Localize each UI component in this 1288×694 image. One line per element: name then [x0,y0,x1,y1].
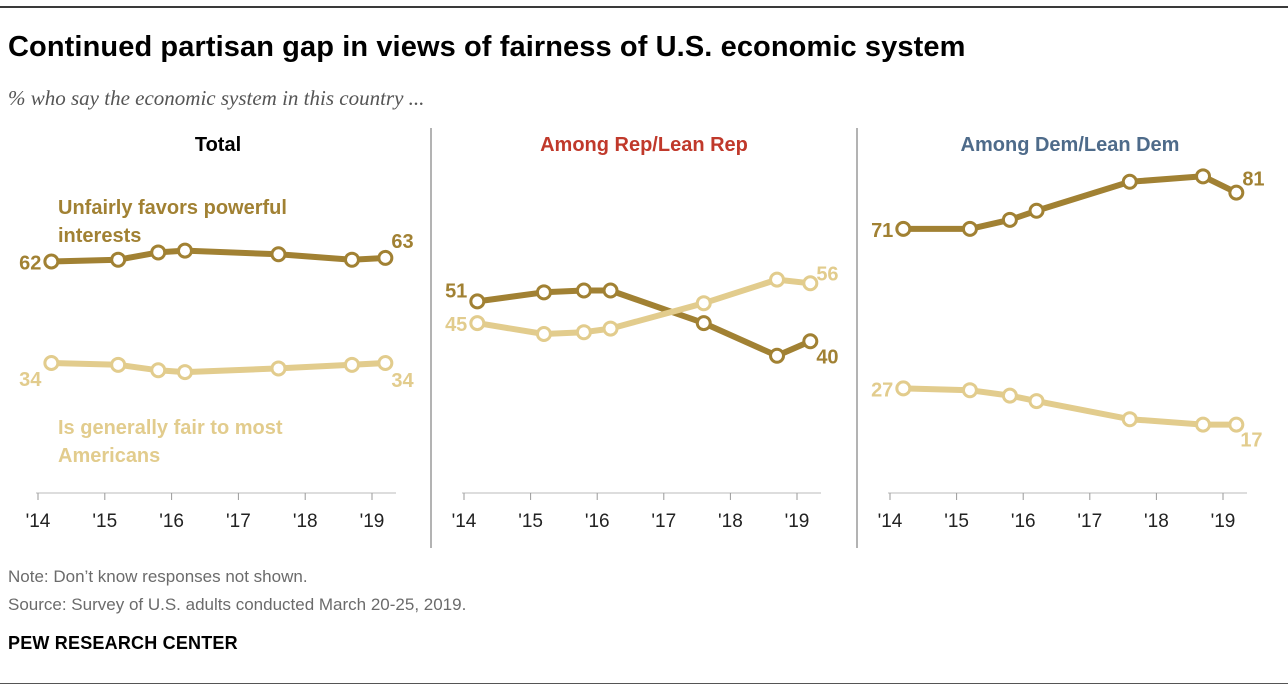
unfair-data-point [769,347,786,364]
x-tick-label: '19 [785,511,810,532]
fair-data-point [1028,393,1045,410]
fair-data-point [535,326,552,342]
bottom-rule [0,683,1288,684]
unfair-data-point [1228,184,1245,201]
fair-data-point [43,355,60,371]
fair-data-point [1121,411,1138,428]
unfair-end-label: 63 [391,231,413,253]
small-multiples-chart: Total '14 '15 '16 '17 '18 '19 62 63 34 34 Among Rep… [19,128,1265,548]
fair-data-point [802,275,819,292]
unfair-data-point [270,246,287,263]
unfair-data-point [602,282,619,299]
unfair-end-label: 81 [1242,169,1264,191]
x-tick-label: '14 [26,511,51,532]
fair-start-label: 45 [445,314,467,336]
x-tick-label: '15 [944,511,969,532]
x-tick-label: '17 [226,511,251,532]
fair-end-label: 34 [391,370,414,392]
unfair-series-label: Unfairly favors powerful [58,197,287,219]
panel-title: Among Rep/Lean Rep [540,134,748,156]
unfair-data-point [110,251,127,268]
unfair-data-point [343,251,360,268]
panel-title: Total [195,134,241,156]
unfair-data-point [1195,168,1212,185]
unfair-data-point [377,249,394,266]
x-tick-label: '15 [92,511,117,532]
fair-series-line [474,276,814,337]
top-rule [0,6,1288,8]
x-tick-label: '18 [718,511,743,532]
x-tick-label: '17 [1077,511,1102,532]
fair-data-point [176,364,193,381]
fair-data-point [1228,416,1245,433]
x-tick-label: '16 [585,511,610,532]
fair-data-point [695,295,712,312]
x-tick-label: '18 [1144,511,1169,532]
fair-data-point [961,382,978,399]
fair-data-point [602,320,619,337]
x-tick-label: '14 [452,511,477,532]
unfair-data-point [961,220,978,237]
fair-series-line [900,385,1240,428]
unfair-series-label: interests [58,225,141,247]
fair-end-label: 17 [1240,430,1262,452]
x-tick-label: '16 [1011,511,1036,532]
fair-start-label: 27 [871,379,893,401]
chart-title: Continued partisan gap in views of fairn… [8,31,966,63]
fair-end-label: 56 [816,263,838,285]
unfair-data-point [1001,211,1018,228]
x-tick-label: '15 [518,511,543,532]
unfair-data-point [176,242,193,259]
unfair-data-point [469,293,486,310]
fair-data-point [469,315,486,332]
unfair-data-point [150,244,167,261]
fair-series-label: Americans [58,445,160,467]
x-tick-label: '19 [360,511,385,532]
fair-data-point [769,271,786,288]
unfair-data-point [43,253,60,270]
fair-data-point [575,324,592,341]
fair-data-point [377,355,394,371]
unfair-data-point [535,284,552,301]
x-tick-label: '16 [159,511,184,532]
fair-data-point [895,380,912,397]
chart-note: Note: Don’t know responses not shown. [8,567,308,586]
unfair-data-point [895,220,912,237]
unfair-data-point [802,333,819,350]
chart-source: Source: Survey of U.S. adults conducted … [8,595,467,614]
fair-series-label: Is generally fair to most [58,417,283,439]
fair-start-label: 34 [19,369,42,391]
x-tick-label: '17 [651,511,676,532]
fair-series-line [48,360,389,376]
fair-data-point [1001,387,1018,404]
unfair-end-label: 40 [816,346,838,368]
panel-title: Among Dem/Lean Dem [961,134,1180,156]
unfair-series-line [48,247,389,265]
chart-subtitle: % who say the economic system in this co… [8,86,425,110]
unfair-start-label: 71 [871,220,893,242]
x-tick-label: '14 [878,511,903,532]
unfair-data-point [695,315,712,332]
x-tick-label: '19 [1211,511,1236,532]
x-tick-label: '18 [293,511,318,532]
fair-data-point [1195,416,1212,433]
fair-data-point [343,356,360,373]
fair-data-point [150,362,167,379]
unfair-data-point [1121,173,1138,190]
organization-name: PEW RESEARCH CENTER [8,633,238,653]
fair-data-point [270,360,287,377]
unfair-start-label: 51 [445,280,467,302]
fair-data-point [110,356,127,373]
unfair-series-line [900,173,1240,232]
unfair-data-point [575,282,592,299]
unfair-start-label: 62 [19,253,41,275]
unfair-series-line [474,287,814,359]
unfair-data-point [1028,202,1045,219]
